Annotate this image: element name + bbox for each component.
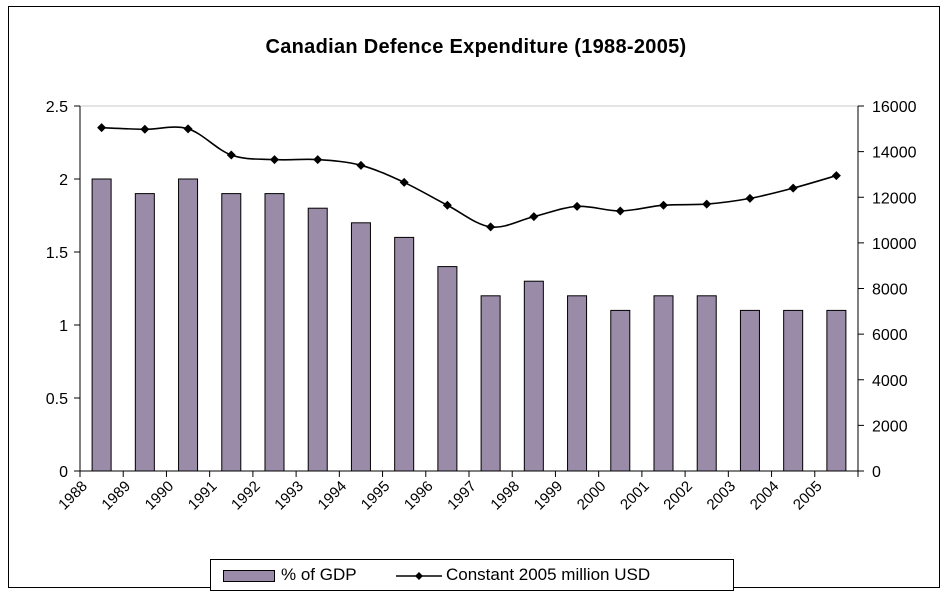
bar	[653, 295, 674, 472]
line-point	[442, 200, 452, 210]
x-tick-label: 1989	[98, 478, 134, 514]
line-point	[615, 206, 625, 216]
bar	[610, 309, 631, 472]
bar	[394, 236, 415, 472]
y-right-tick-label: 8000	[872, 282, 908, 299]
bar	[178, 178, 199, 472]
x-tick-label: 2005	[790, 478, 826, 514]
line-point	[356, 160, 366, 170]
y-left-tick-label: 2	[59, 172, 68, 189]
bar	[134, 193, 155, 472]
line-point	[226, 150, 236, 160]
bar	[783, 309, 804, 472]
line-point	[745, 193, 755, 203]
line-point	[486, 222, 496, 232]
line-point	[313, 155, 323, 165]
x-tick-label: 2000	[574, 478, 610, 514]
y-left-tick-label: 1.5	[46, 245, 68, 262]
x-tick-label: 1988	[55, 478, 91, 514]
x-tick-label: 2004	[747, 478, 783, 514]
y-right-tick-label: 14000	[872, 145, 917, 162]
line-point	[572, 201, 582, 211]
x-tick-label: 1999	[531, 478, 567, 514]
x-tick-label: 2002	[660, 478, 696, 514]
x-tick-label: 2003	[704, 478, 740, 514]
y-right-tick-label: 4000	[872, 373, 908, 390]
legend-label-gdp: % of GDP	[281, 565, 357, 584]
line-point	[529, 212, 539, 222]
x-tick-label: 1998	[487, 478, 523, 514]
y-right-tick-label: 16000	[872, 99, 917, 116]
y-left-tick-label: 2.5	[46, 99, 68, 116]
bar	[91, 178, 112, 472]
bar	[437, 266, 458, 472]
line-point	[788, 183, 798, 193]
bar	[480, 295, 501, 472]
bar	[350, 222, 371, 472]
line-point	[702, 199, 712, 209]
line-point	[659, 200, 668, 210]
y-left-tick-label: 0.5	[46, 391, 68, 408]
bar	[826, 309, 847, 472]
y-left-tick-label: 1	[59, 318, 68, 335]
bar	[567, 295, 588, 472]
y-left-tick-label: 0	[59, 464, 68, 481]
chart-title: Canadian Defence Expenditure (1988-2005)	[265, 36, 687, 58]
x-tick-label: 1996	[401, 478, 437, 514]
y-right-tick-label: 0	[872, 464, 881, 481]
x-tick-label: 1990	[142, 478, 178, 514]
x-tick-label: 1995	[358, 478, 394, 514]
line-point	[399, 177, 409, 187]
line-series-usd	[101, 126, 837, 228]
x-tick-label: 1992	[228, 478, 264, 514]
bar	[739, 309, 760, 472]
line-point	[831, 171, 841, 181]
line-point	[97, 123, 107, 133]
legend-swatch-usd	[396, 572, 442, 580]
y-right-tick-label: 12000	[872, 190, 917, 207]
y-right-tick-label: 6000	[872, 327, 908, 344]
y-right-tick-label: 2000	[872, 418, 908, 435]
legend-label-usd: Constant 2005 million USD	[446, 565, 651, 584]
chart-frame	[8, 6, 940, 588]
bar	[221, 193, 242, 472]
x-tick-label: 1993	[271, 478, 307, 514]
bar	[264, 193, 285, 472]
line-point	[183, 124, 193, 134]
bar	[307, 207, 328, 472]
x-tick-label: 1997	[444, 478, 480, 514]
line-point	[140, 124, 150, 134]
x-tick-label: 1991	[185, 478, 221, 514]
legend-swatch-gdp	[223, 570, 275, 582]
bar	[523, 280, 544, 472]
line-point	[270, 155, 279, 165]
y-right-tick-label: 10000	[872, 236, 917, 253]
x-tick-label: 2001	[617, 478, 653, 514]
legend: % of GDP Constant 2005 million USD	[210, 559, 734, 591]
bar	[696, 295, 717, 472]
x-tick-label: 1994	[315, 478, 351, 514]
